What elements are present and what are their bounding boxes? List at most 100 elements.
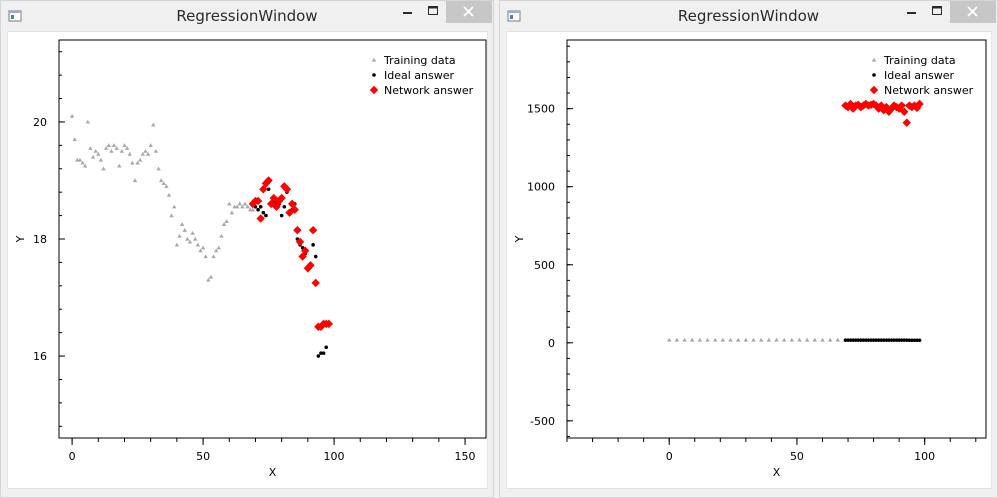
- training-data-point: [766, 337, 772, 342]
- ideal-answer-point: [848, 338, 853, 342]
- window-app-icon[interactable]: [506, 8, 522, 24]
- training-data-point: [774, 337, 779, 342]
- network-answer-point: [882, 102, 891, 112]
- training-data-point: [789, 337, 795, 342]
- maximize-icon: [428, 6, 438, 15]
- network-answer-point: [301, 246, 310, 255]
- x-tick-label: 50: [196, 450, 210, 463]
- legend-label: Ideal answer: [884, 69, 954, 82]
- training-data-point: [80, 160, 85, 165]
- training-data-point: [114, 146, 119, 150]
- regression-window-right: RegressionWindow -500 0 500 1000 1500 0 50 100 X…: [499, 0, 998, 498]
- x-tick-label: 50: [790, 450, 804, 463]
- training-data-point: [169, 213, 174, 218]
- network-answer-point: [259, 185, 268, 194]
- x-tick-label: 0: [69, 450, 76, 463]
- ideal-answer-point: [910, 338, 914, 343]
- legend-marker: [872, 73, 876, 77]
- training-data-point: [103, 146, 109, 150]
- close-button[interactable]: [446, 1, 492, 23]
- plot-frame: [566, 39, 987, 439]
- training-data-point: [812, 337, 818, 342]
- ideal-answer-point: [876, 338, 881, 342]
- training-data-point: [140, 151, 146, 156]
- training-data-point: [229, 210, 235, 215]
- training-data-point: [682, 337, 687, 342]
- legend-marker: [871, 57, 877, 62]
- training-data-point: [106, 143, 111, 147]
- network-answer-point: [295, 237, 305, 247]
- network-answer-point: [266, 199, 276, 209]
- training-data-point: [666, 337, 672, 342]
- maximize-button[interactable]: [924, 1, 950, 23]
- plot-area: -500 0 500 1000 1500 0 50 100 X Y Training data Ide…: [506, 31, 992, 489]
- y-tick-label: 1000: [527, 181, 555, 194]
- legend-label: Network answer: [384, 84, 474, 97]
- ideal-answer-point: [856, 338, 861, 342]
- training-data-point: [119, 149, 125, 153]
- network-answer-point: [306, 261, 315, 270]
- y-tick-label: 18: [33, 233, 47, 246]
- training-data-point: [240, 204, 245, 209]
- ideal-answer-point: [892, 338, 896, 342]
- title-bar[interactable]: RegressionWindow: [1, 1, 493, 31]
- minimize-button[interactable]: [394, 1, 420, 23]
- training-data-point: [712, 337, 718, 342]
- close-button[interactable]: [950, 1, 996, 23]
- training-data-point: [127, 151, 132, 156]
- training-data-point: [224, 219, 229, 224]
- minimize-button[interactable]: [898, 1, 924, 23]
- training-data-point: [130, 160, 135, 165]
- training-data-point: [82, 163, 88, 168]
- x-axis-label: X: [773, 466, 781, 479]
- training-data-point: [158, 178, 164, 183]
- training-data-point: [185, 236, 190, 241]
- training-data-point: [190, 230, 195, 235]
- ideal-answer-point: [879, 338, 884, 342]
- x-tick-label: 150: [455, 450, 476, 463]
- ideal-answer-point: [843, 338, 848, 342]
- training-data-point: [697, 337, 703, 342]
- training-data-point: [674, 337, 680, 342]
- network-answer-point: [287, 199, 297, 209]
- ideal-answer-point: [264, 213, 268, 218]
- training-data-point: [213, 248, 219, 253]
- training-data-point: [221, 222, 227, 226]
- training-data-point: [689, 337, 695, 342]
- ideal-answer-point: [311, 243, 315, 247]
- training-data-point: [69, 113, 75, 118]
- network-answer-point: [298, 252, 307, 261]
- ideal-answer-point: [912, 338, 917, 343]
- network-answer-point: [264, 176, 273, 185]
- training-data-point: [250, 207, 256, 212]
- ideal-answer-point: [266, 187, 271, 192]
- training-data-point: [187, 239, 193, 244]
- network-answer-point: [846, 99, 855, 109]
- title-bar[interactable]: RegressionWindow: [500, 1, 997, 31]
- training-data-point: [237, 201, 242, 206]
- ideal-answer-point: [321, 351, 326, 355]
- legend-label: Training data: [883, 54, 956, 67]
- training-data-point: [835, 337, 841, 342]
- ideal-answer-point: [882, 338, 886, 342]
- network-answer-point: [311, 278, 320, 288]
- training-data-point: [98, 157, 104, 162]
- training-data-point: [242, 201, 248, 206]
- ideal-answer-point: [324, 345, 329, 350]
- ideal-answer-point: [899, 338, 904, 342]
- y-tick-label: 16: [33, 350, 47, 363]
- training-data-point: [122, 143, 127, 147]
- training-data-point: [164, 184, 169, 188]
- y-tick-label: 20: [33, 116, 47, 129]
- training-data-point: [216, 245, 221, 250]
- training-data-point: [720, 337, 726, 342]
- training-data-point: [138, 157, 143, 162]
- training-data-point: [161, 181, 166, 185]
- window-app-icon[interactable]: [7, 8, 23, 24]
- ideal-answer-point: [859, 338, 863, 342]
- training-data-point: [124, 146, 130, 150]
- ideal-answer-point: [887, 338, 891, 342]
- maximize-button[interactable]: [420, 1, 446, 23]
- ideal-answer-point: [256, 207, 260, 212]
- training-data-point: [143, 149, 148, 153]
